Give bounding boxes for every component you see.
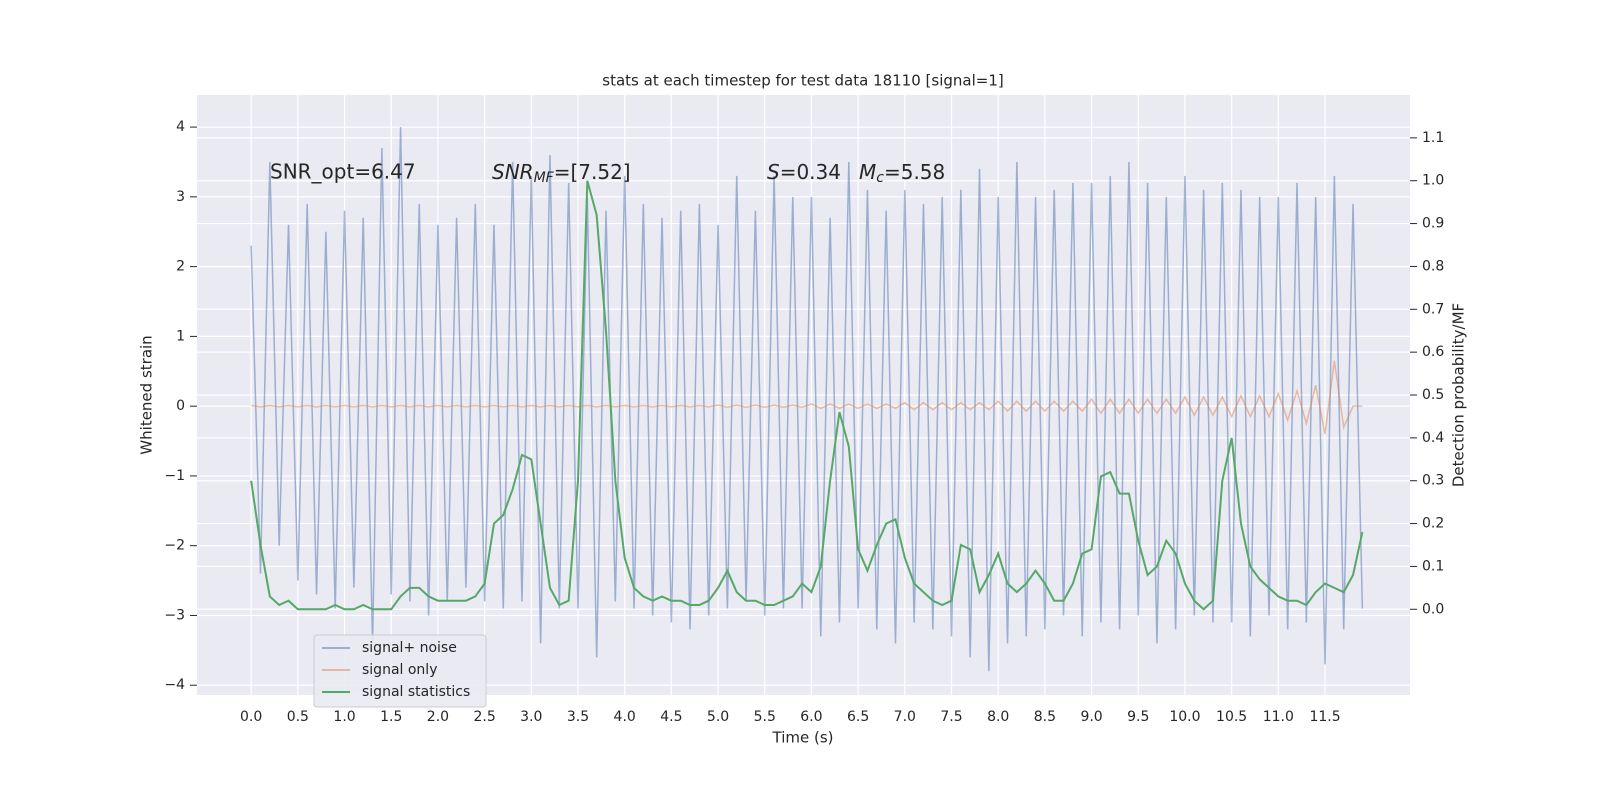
y-tick-label: −1 — [164, 468, 185, 484]
x-tick-label: 2.0 — [427, 709, 449, 725]
annotation-symbol: S — [767, 160, 780, 184]
y2-axis-label: Detection probability/MF — [1450, 303, 1468, 487]
x-tick-label: 4.0 — [614, 709, 636, 725]
annotation-value: =[7.52] — [554, 160, 631, 184]
y2-tick-label: 0.4 — [1422, 430, 1444, 446]
chart-title: stats at each timestep for test data 181… — [602, 72, 1003, 90]
x-tick-label: 10.0 — [1169, 709, 1200, 725]
legend-label: signal statistics — [362, 684, 470, 700]
y-tick-label: 0 — [176, 398, 185, 414]
y2-tick-label: 0.8 — [1422, 258, 1444, 274]
annotation: SNR_opt=6.47 — [270, 160, 416, 184]
x-tick-label: 11.0 — [1263, 709, 1294, 725]
annotation-symbol: M — [859, 160, 876, 184]
y-axis-label: Whitened strain — [138, 335, 156, 454]
legend-box — [313, 634, 487, 708]
x-tick-label: 0.0 — [240, 709, 262, 725]
x-tick-label: 10.5 — [1216, 709, 1247, 725]
x-tick-label: 5.5 — [754, 709, 776, 725]
annotation: Mc=5.58 — [859, 160, 945, 187]
x-tick-label: 6.0 — [800, 709, 822, 725]
x-tick-label: 3.0 — [520, 709, 542, 725]
x-tick-label: 6.5 — [847, 709, 869, 725]
annotation-subscript: c — [876, 170, 884, 186]
x-tick-label: 1.5 — [380, 709, 402, 725]
marks — [250, 127, 1364, 672]
legend: signal+ noise signal only signal statistic… — [313, 634, 487, 708]
y2-tick-label: 0.2 — [1422, 516, 1444, 532]
series-line — [250, 127, 1364, 672]
axes: 0.0 0.5 1.0 1.5 2.0 2.5 3.0 3.5 4.0 4.5 5.0 5.5 6.0 6… — [164, 119, 1444, 725]
x-tick-label: 0.5 — [287, 709, 309, 725]
x-tick-label: 9.0 — [1080, 709, 1102, 725]
legend-label: signal only — [362, 662, 437, 678]
x-tick-label: 1.0 — [333, 709, 355, 725]
y2-tick-label: 0.6 — [1422, 344, 1444, 360]
y2-tick-label: 0.7 — [1422, 301, 1444, 317]
annotation-symbol: SNR — [492, 160, 534, 184]
y-tick-label: −2 — [164, 538, 185, 554]
legend-label: signal+ noise — [362, 640, 457, 656]
y-tick-label: 2 — [176, 259, 185, 275]
x-tick-label: 8.5 — [1034, 709, 1056, 725]
x-tick-label: 3.5 — [567, 709, 589, 725]
y2-tick-label: 1.0 — [1422, 173, 1444, 189]
series-line — [251, 360, 1363, 435]
x-tick-label: 11.5 — [1309, 709, 1340, 725]
annotation-value: =0.34 — [780, 160, 841, 184]
series-line — [250, 180, 1364, 611]
y-tick-label: −3 — [164, 607, 185, 623]
x-tick-label: 7.0 — [894, 709, 916, 725]
annotation-value: =5.58 — [884, 160, 945, 184]
y-tick-label: 3 — [176, 189, 185, 205]
y2-tick-label: 0.5 — [1422, 387, 1444, 403]
x-tick-label: 5.0 — [707, 709, 729, 725]
x-tick-label: 8.0 — [987, 709, 1009, 725]
x-tick-label: 7.5 — [940, 709, 962, 725]
x-tick-label: 9.5 — [1127, 709, 1149, 725]
y2-tick-label: 0.1 — [1422, 558, 1444, 574]
y-tick-label: −4 — [164, 677, 185, 693]
y2-tick-label: 0.9 — [1422, 216, 1444, 232]
y2-tick-label: 0.0 — [1422, 601, 1444, 617]
annotation-subscript: MF — [534, 170, 555, 186]
x-axis-label: Time (s) — [772, 729, 834, 747]
y2-tick-label: 1.1 — [1422, 130, 1444, 146]
annotation: SNRMF=[7.52] — [492, 160, 631, 187]
annotation: S=0.34 — [767, 160, 841, 184]
x-tick-label: 4.5 — [660, 709, 682, 725]
y-tick-label: 4 — [176, 119, 185, 135]
y2-tick-label: 0.3 — [1422, 473, 1444, 489]
y-tick-label: 1 — [176, 328, 185, 344]
x-tick-label: 2.5 — [473, 709, 495, 725]
